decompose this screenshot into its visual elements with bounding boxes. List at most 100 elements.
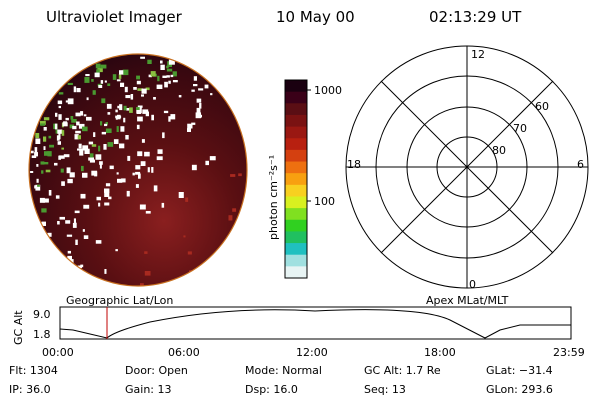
uv-speckle	[57, 129, 63, 134]
uv-speckle	[56, 135, 60, 141]
uv-speckle	[72, 125, 77, 130]
uv-speckle	[138, 173, 141, 179]
uv-speckle	[140, 283, 144, 286]
uv-speckle	[85, 74, 90, 77]
mlt-label-18: 18	[347, 158, 361, 171]
uv-speckle	[168, 80, 171, 84]
uv-speckle	[48, 190, 52, 196]
uv-speckle	[178, 192, 184, 198]
colorbar-cell	[285, 231, 307, 244]
uv-speckle	[48, 135, 52, 139]
uv-image-disk	[28, 53, 248, 287]
uv-speckle	[73, 218, 76, 223]
uv-speckle	[67, 178, 73, 184]
uv-speckle	[107, 83, 111, 86]
lat-label-80: 80	[492, 144, 506, 157]
info-glon: GLon: 293.6	[486, 383, 553, 396]
uv-speckle	[66, 167, 71, 174]
uv-speckle	[126, 108, 130, 111]
uv-speckle	[34, 152, 38, 157]
uv-speckle	[82, 145, 89, 151]
uv-speckle	[104, 80, 107, 83]
colorbar: 1000 100 photon cm⁻²s⁻¹	[267, 79, 342, 279]
uv-speckle	[147, 167, 150, 173]
polar-grid	[345, 45, 589, 289]
uv-speckle	[116, 126, 119, 132]
uv-speckle	[172, 80, 178, 83]
uv-speckle	[43, 198, 49, 203]
uv-speckle	[74, 222, 77, 226]
uv-speckle	[41, 221, 46, 226]
uv-speckle	[109, 165, 114, 170]
uv-speckle	[162, 132, 165, 139]
uv-speckle	[137, 151, 143, 157]
uv-speckle	[140, 56, 145, 59]
uv-speckle	[57, 221, 60, 225]
lat-label-60: 60	[535, 100, 549, 113]
uv-speckle	[66, 234, 73, 237]
uv-speckle	[100, 80, 104, 84]
uv-speckle	[136, 107, 140, 110]
uv-speckle	[123, 117, 126, 123]
uv-speckle	[170, 74, 174, 78]
uv-speckle	[44, 151, 49, 156]
uv-speckle	[135, 171, 141, 175]
colorbar-cell	[285, 184, 307, 198]
uv-speckle	[140, 161, 146, 166]
uv-speckle	[136, 75, 140, 80]
uv-speckle	[76, 121, 80, 126]
orbit-ytick-9: 9.0	[33, 308, 51, 321]
uv-speckle	[151, 114, 154, 121]
uv-speckle	[84, 148, 90, 154]
info-gain: Gain: 13	[125, 383, 172, 396]
orbit-left-title: Geographic Lat/Lon	[66, 294, 173, 307]
uv-speckle	[89, 159, 95, 163]
uv-speckle	[105, 128, 112, 133]
uv-speckle	[126, 190, 130, 197]
uv-speckle	[100, 121, 103, 126]
uv-speckle	[63, 154, 70, 158]
colorbar-cell	[285, 208, 307, 221]
uv-speckle	[83, 204, 90, 209]
uv-speckle	[43, 117, 50, 121]
uv-speckle	[125, 135, 129, 140]
orbit-plot-frame	[59, 306, 572, 340]
uv-speckle	[121, 178, 126, 183]
uv-speckle	[122, 69, 129, 76]
uv-speckle	[67, 250, 71, 254]
uv-speckle	[65, 100, 70, 103]
uv-speckle	[77, 265, 82, 269]
uv-speckle	[119, 143, 125, 149]
uv-speckle	[172, 71, 177, 77]
uv-speckle	[135, 165, 141, 170]
uv-speckle	[119, 70, 124, 75]
uv-speckle	[115, 249, 118, 252]
uv-speckle	[137, 116, 143, 122]
uv-speckle	[55, 129, 59, 134]
uv-speckle	[37, 184, 40, 187]
uv-speckle	[100, 64, 107, 69]
uv-speckle	[67, 255, 72, 262]
uv-speckle	[61, 181, 65, 186]
uv-speckle	[137, 105, 143, 108]
uv-speckle	[98, 202, 101, 207]
uv-speckle	[96, 69, 100, 74]
colorbar-cell	[285, 91, 307, 104]
uv-speckle	[80, 111, 84, 116]
uv-speckle	[43, 146, 46, 150]
uv-speckle	[84, 77, 90, 83]
uv-speckle	[96, 196, 101, 201]
uv-speckle	[82, 175, 87, 178]
uv-speckle	[104, 123, 108, 127]
uv-speckle	[69, 124, 74, 129]
uv-speckle	[118, 74, 122, 79]
uv-speckle	[76, 88, 81, 93]
uv-speckle	[78, 143, 82, 149]
orbit-ytick-1-8: 1.8	[33, 328, 51, 341]
uv-speckle	[117, 105, 120, 109]
uv-speckle	[136, 124, 140, 130]
info-dsp: Dsp: 16.0	[245, 383, 298, 396]
uv-speckle	[145, 87, 150, 91]
uv-speckle	[135, 184, 139, 188]
uv-speckle	[80, 193, 86, 199]
